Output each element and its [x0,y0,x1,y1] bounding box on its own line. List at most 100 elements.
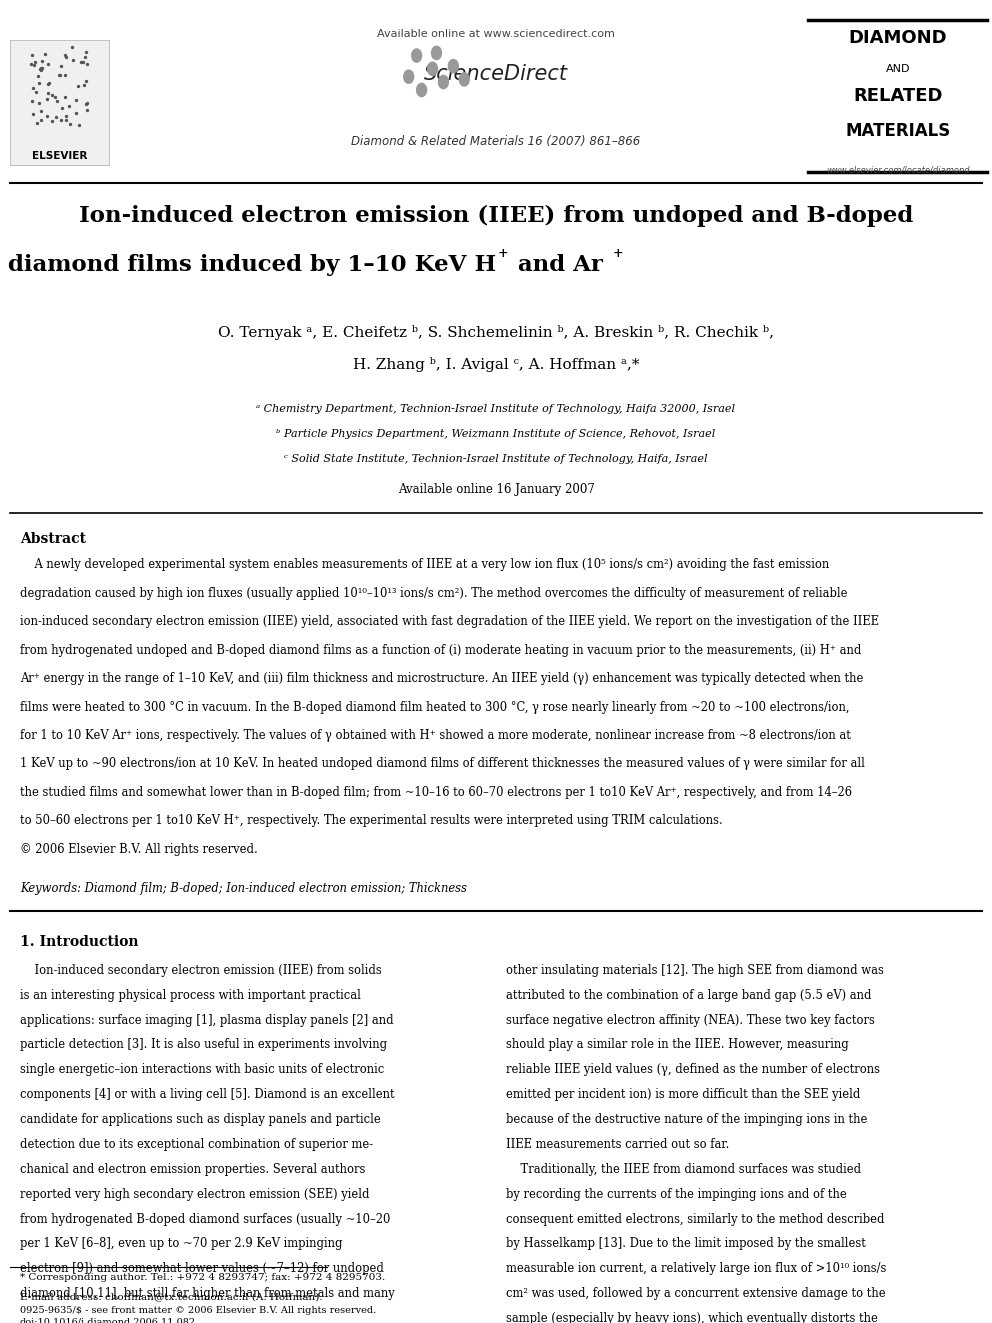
Text: © 2006 Elsevier B.V. All rights reserved.: © 2006 Elsevier B.V. All rights reserved… [20,843,258,856]
Text: IIEE measurements carried out so far.: IIEE measurements carried out so far. [506,1138,729,1151]
Point [31,93,47,114]
Text: DIAMOND: DIAMOND [848,29,947,48]
Point [79,54,95,75]
Point [62,112,78,134]
Point [78,70,94,91]
Text: candidate for applications such as display panels and particle: candidate for applications such as displ… [20,1113,381,1126]
Text: Abstract: Abstract [20,532,86,546]
Point [40,74,56,95]
Point [58,65,73,86]
Text: by recording the currents of the impinging ions and of the: by recording the currents of the impingi… [506,1188,846,1201]
Text: E-mail address: choffman@tx.technion.ac.il (A. Hoffman).: E-mail address: choffman@tx.technion.ac.… [20,1293,322,1302]
Point [62,95,77,116]
Point [71,115,87,136]
Point [25,105,41,126]
Point [33,57,49,78]
Point [53,110,68,131]
Point [35,50,51,71]
Point [79,99,95,120]
Text: O. Ternyak ᵃ, E. Cheifetz ᵇ, S. Shchemelinin ᵇ, A. Breskin ᵇ, R. Chechik ᵇ,: O. Ternyak ᵃ, E. Cheifetz ᵇ, S. Shchemel… [218,325,774,340]
Point [34,57,50,78]
Text: 0925-9635/$ - see front matter © 2006 Elsevier B.V. All rights reserved.: 0925-9635/$ - see front matter © 2006 El… [20,1306,376,1315]
Point [25,78,41,99]
Text: Ion-induced secondary electron emission (IIEE) from solids: Ion-induced secondary electron emission … [20,964,382,976]
Point [75,52,91,73]
Point [77,41,93,62]
Text: is an interesting physical process with important practical: is an interesting physical process with … [20,988,361,1002]
Point [28,81,44,102]
Point [68,102,84,123]
Point [25,44,41,65]
Text: diamond [10,11], but still far higher than from metals and many: diamond [10,11], but still far higher th… [20,1287,395,1301]
Point [49,90,64,111]
Point [41,82,57,103]
Point [58,106,73,127]
Point [23,54,39,75]
Point [44,85,60,106]
Text: degradation caused by high ion fluxes (usually applied 10¹⁰–10¹³ ions/s cm²). Th: degradation caused by high ion fluxes (u… [20,587,847,599]
Point [58,87,73,108]
Circle shape [428,62,437,75]
Point [79,93,95,114]
Point [29,112,45,134]
Point [70,75,86,97]
Point [73,52,89,73]
Point [44,110,60,131]
Text: from hydrogenated undoped and B-doped diamond films as a function of (i) moderat: from hydrogenated undoped and B-doped di… [20,644,861,656]
Text: cm² was used, followed by a concurrent extensive damage to the: cm² was used, followed by a concurrent e… [506,1287,886,1301]
Text: AND: AND [886,64,910,74]
Text: Diamond & Related Materials 16 (2007) 861–866: Diamond & Related Materials 16 (2007) 86… [351,135,641,148]
Point [38,44,54,65]
Point [33,108,49,130]
Text: Available online 16 January 2007: Available online 16 January 2007 [398,483,594,496]
Point [33,60,49,81]
Text: ᵃ Chemistry Department, Technion-Israel Institute of Technology, Haifa 32000, Is: ᵃ Chemistry Department, Technion-Israel … [257,404,735,414]
Point [78,94,94,115]
Circle shape [417,83,427,97]
Point [40,54,56,75]
Text: from hydrogenated B-doped diamond surfaces (usually ~10–20: from hydrogenated B-doped diamond surfac… [20,1213,390,1225]
Text: +: + [498,247,509,261]
Text: by Hasselkamp [13]. Due to the limit imposed by the smallest: by Hasselkamp [13]. Due to the limit imp… [506,1237,866,1250]
Text: RELATED: RELATED [853,87,942,106]
Text: ᶜ Solid State Institute, Technion-Israel Institute of Technology, Haifa, Israel: ᶜ Solid State Institute, Technion-Israel… [285,454,707,464]
Circle shape [404,70,414,83]
Text: A newly developed experimental system enables measurements of IIEE at a very low: A newly developed experimental system en… [20,558,829,572]
Text: Keywords: Diamond film; B-doped; Ion-induced electron emission; Thickness: Keywords: Diamond film; B-doped; Ion-ind… [20,882,466,894]
Circle shape [432,46,441,60]
Point [53,56,68,77]
Point [58,110,73,131]
Point [59,46,74,67]
Text: 1. Introduction: 1. Introduction [20,935,138,949]
Point [27,52,43,73]
Text: films were heated to 300 °C in vacuum. In the B-doped diamond film heated to 300: films were heated to 300 °C in vacuum. I… [20,701,849,713]
Text: other insulating materials [12]. The high SEE from diamond was: other insulating materials [12]. The hig… [506,964,884,976]
Text: reliable IIEE yield values (γ, defined as the number of electrons: reliable IIEE yield values (γ, defined a… [506,1064,880,1077]
Text: components [4] or with a living cell [5]. Diamond is an excellent: components [4] or with a living cell [5]… [20,1089,395,1101]
Point [40,89,56,110]
Text: www.elsevier.com/locate/diamond: www.elsevier.com/locate/diamond [826,165,969,175]
Text: should play a similar role in the IIEE. However, measuring: should play a similar role in the IIEE. … [506,1039,849,1052]
Text: +: + [613,247,624,261]
Text: ion-induced secondary electron emission (IIEE) yield, associated with fast degra: ion-induced secondary electron emission … [20,615,879,628]
Point [76,74,92,95]
Point [65,49,81,70]
Text: MATERIALS: MATERIALS [845,122,950,140]
Point [55,97,70,118]
Text: sample (especially by heavy ions), which eventually distorts the: sample (especially by heavy ions), which… [506,1312,878,1323]
Text: per 1 KeV [6–8], even up to ~70 per 2.9 KeV impinging: per 1 KeV [6–8], even up to ~70 per 2.9 … [20,1237,342,1250]
Text: measurable ion current, a relatively large ion flux of >10¹⁰ ions/s: measurable ion current, a relatively lar… [506,1262,886,1275]
Point [32,58,48,79]
Text: particle detection [3]. It is also useful in experiments involving: particle detection [3]. It is also usefu… [20,1039,387,1052]
Text: single energetic–ion interactions with basic units of electronic: single energetic–ion interactions with b… [20,1064,384,1077]
Text: Traditionally, the IIEE from diamond surfaces was studied: Traditionally, the IIEE from diamond sur… [506,1163,861,1176]
Point [26,54,42,75]
Text: surface negative electron affinity (NEA). These two key factors: surface negative electron affinity (NEA)… [506,1013,875,1027]
Text: applications: surface imaging [1], plasma display panels [2] and: applications: surface imaging [1], plasm… [20,1013,394,1027]
Text: for 1 to 10 KeV Ar⁺ ions, respectively. The values of γ obtained with H⁺ showed : for 1 to 10 KeV Ar⁺ ions, respectively. … [20,729,851,742]
Text: electron [9]) and somewhat lower values (~7–12) for undoped: electron [9]) and somewhat lower values … [20,1262,384,1275]
Text: 1 KeV up to ~90 electrons/ion at 10 KeV. In heated undoped diamond films of diff: 1 KeV up to ~90 electrons/ion at 10 KeV.… [20,757,865,770]
Point [48,107,63,128]
Point [76,46,92,67]
Point [34,101,50,122]
